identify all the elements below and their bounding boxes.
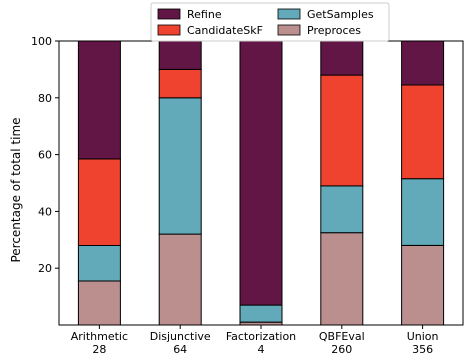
x-tick-count-arithmetic: 28: [92, 343, 106, 356]
bar-segment-getsamples-factorization: [239, 304, 283, 323]
legend-swatch-preproces: [277, 24, 301, 36]
bar-segment-getsamples-union: [401, 178, 445, 246]
legend-swatch-getsamples: [277, 8, 301, 20]
x-tick-label-factorization: Factorization: [226, 330, 296, 343]
bar-segment-refine-disjunctive: [158, 40, 202, 70]
legend-swatch-candidateskf: [157, 24, 181, 36]
y-tick-label-20: 20: [38, 262, 52, 275]
x-tick-label-arithmetic: Arithmetic: [71, 330, 128, 343]
legend-label-candidateskf: CandidateSkF: [187, 24, 263, 37]
y-tick-label-40: 40: [38, 205, 52, 218]
bar-segment-getsamples-arithmetic: [77, 245, 121, 282]
legend-label-preproces: Preproces: [307, 24, 361, 37]
legend: Refine CandidateSkF GetSamples Preproces: [150, 2, 390, 42]
bar-segment-refine-qbfeval: [320, 40, 364, 76]
legend-label-getsamples: GetSamples: [307, 8, 374, 21]
y-tick-label-80: 80: [38, 92, 52, 105]
y-tick-label-60: 60: [38, 149, 52, 162]
bar-segment-refine-factorization: [239, 40, 283, 306]
bar-segment-candidateskf-arithmetic: [77, 158, 121, 246]
legend-swatch-refine: [157, 8, 181, 20]
y-axis-title: Percentage of total time: [9, 117, 23, 262]
bars-layer: [77, 40, 445, 326]
bar-segment-preproces-qbfeval: [320, 232, 364, 326]
x-tick-count-factorization: 4: [258, 343, 265, 356]
x-tick-label-qbfeval: QBFEval: [319, 330, 365, 343]
bar-segment-candidateskf-union: [401, 84, 445, 180]
x-tick-count-qbfeval: 260: [331, 343, 352, 356]
bar-segment-getsamples-qbfeval: [320, 185, 364, 234]
y-tick-label-100: 100: [31, 35, 52, 48]
x-tick-count-disjunctive: 64: [173, 343, 187, 356]
bar-segment-refine-union: [401, 40, 445, 86]
bar-segment-getsamples-disjunctive: [158, 97, 202, 235]
legend-box: [150, 2, 390, 42]
bar-segment-preproces-disjunctive: [158, 233, 202, 326]
x-tick-label-disjunctive: Disjunctive: [150, 330, 211, 343]
legend-label-refine: Refine: [187, 8, 222, 21]
bar-segment-candidateskf-qbfeval: [320, 74, 364, 187]
bar-segment-candidateskf-disjunctive: [158, 68, 202, 99]
bar-segment-preproces-arithmetic: [77, 280, 121, 326]
bar-segment-refine-arithmetic: [77, 40, 121, 160]
x-tick-label-union: Union: [407, 330, 439, 343]
bar-segment-preproces-union: [401, 245, 445, 326]
x-tick-count-union: 356: [412, 343, 433, 356]
